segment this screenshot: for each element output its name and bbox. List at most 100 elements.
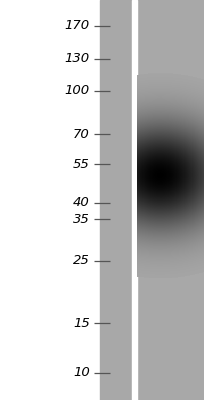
- Bar: [144, 255, 145, 256]
- Bar: [181, 127, 182, 128]
- Bar: [193, 144, 194, 145]
- Bar: [157, 126, 158, 127]
- Bar: [175, 248, 177, 249]
- Bar: [196, 125, 197, 126]
- Bar: [138, 135, 139, 136]
- Bar: [157, 93, 158, 94]
- Bar: [195, 148, 196, 149]
- Bar: [155, 192, 156, 194]
- Bar: [193, 127, 194, 128]
- Bar: [147, 204, 148, 206]
- Bar: [196, 153, 197, 154]
- Bar: [178, 266, 179, 267]
- Bar: [144, 246, 145, 247]
- Bar: [163, 84, 164, 85]
- Bar: [162, 276, 163, 277]
- Bar: [146, 254, 147, 255]
- Bar: [193, 250, 194, 251]
- Bar: [203, 218, 204, 220]
- Bar: [201, 262, 202, 263]
- Bar: [200, 230, 201, 232]
- Bar: [148, 242, 149, 243]
- Bar: [186, 81, 187, 82]
- Bar: [183, 84, 185, 85]
- Bar: [164, 129, 165, 130]
- Bar: [148, 131, 149, 132]
- Bar: [202, 241, 203, 242]
- Bar: [152, 160, 153, 162]
- Bar: [178, 192, 179, 194]
- Bar: [158, 168, 160, 170]
- Bar: [167, 127, 169, 128]
- Bar: [141, 253, 142, 254]
- Bar: [169, 136, 170, 137]
- Bar: [160, 120, 161, 121]
- Bar: [169, 158, 170, 159]
- Bar: [169, 133, 170, 134]
- Bar: [139, 128, 140, 129]
- Bar: [172, 130, 173, 131]
- Bar: [140, 202, 141, 204]
- Bar: [173, 132, 174, 133]
- Bar: [173, 146, 174, 147]
- Bar: [197, 153, 198, 154]
- Bar: [187, 265, 188, 266]
- Bar: [183, 220, 185, 222]
- Bar: [149, 168, 150, 170]
- Bar: [140, 128, 141, 129]
- Bar: [157, 188, 158, 190]
- Bar: [189, 121, 190, 122]
- Bar: [147, 174, 148, 176]
- Bar: [149, 232, 150, 234]
- Bar: [155, 151, 156, 152]
- Bar: [155, 101, 156, 102]
- Bar: [190, 99, 191, 100]
- Bar: [142, 91, 144, 92]
- Bar: [149, 257, 150, 258]
- Bar: [202, 141, 203, 142]
- Bar: [152, 112, 153, 113]
- Bar: [144, 254, 145, 255]
- Bar: [166, 153, 167, 154]
- Bar: [144, 111, 145, 112]
- Bar: [171, 121, 172, 122]
- Bar: [149, 238, 150, 240]
- Bar: [160, 170, 161, 172]
- Bar: [167, 258, 169, 259]
- Bar: [162, 160, 163, 162]
- Bar: [150, 127, 152, 128]
- Bar: [181, 135, 182, 136]
- Bar: [175, 226, 177, 228]
- Bar: [165, 174, 166, 176]
- Bar: [173, 108, 174, 109]
- Bar: [175, 249, 177, 250]
- Bar: [169, 261, 170, 262]
- Bar: [177, 157, 178, 158]
- Bar: [180, 236, 181, 238]
- Bar: [188, 180, 189, 182]
- Bar: [177, 82, 178, 83]
- Bar: [180, 264, 181, 265]
- Bar: [193, 202, 194, 204]
- Bar: [147, 172, 148, 174]
- Bar: [188, 125, 189, 126]
- Bar: [145, 216, 146, 218]
- Bar: [138, 124, 139, 125]
- Bar: [179, 90, 180, 91]
- Bar: [180, 144, 181, 145]
- Bar: [140, 119, 141, 120]
- Bar: [201, 115, 202, 116]
- Bar: [191, 105, 193, 106]
- Bar: [198, 84, 200, 85]
- Bar: [163, 100, 164, 101]
- Bar: [196, 232, 197, 234]
- Bar: [167, 226, 169, 228]
- Bar: [157, 114, 158, 115]
- Bar: [137, 162, 138, 164]
- Bar: [185, 252, 186, 253]
- Bar: [182, 127, 183, 128]
- Bar: [138, 93, 139, 94]
- Bar: [150, 144, 152, 145]
- Bar: [182, 80, 183, 81]
- Bar: [200, 131, 201, 132]
